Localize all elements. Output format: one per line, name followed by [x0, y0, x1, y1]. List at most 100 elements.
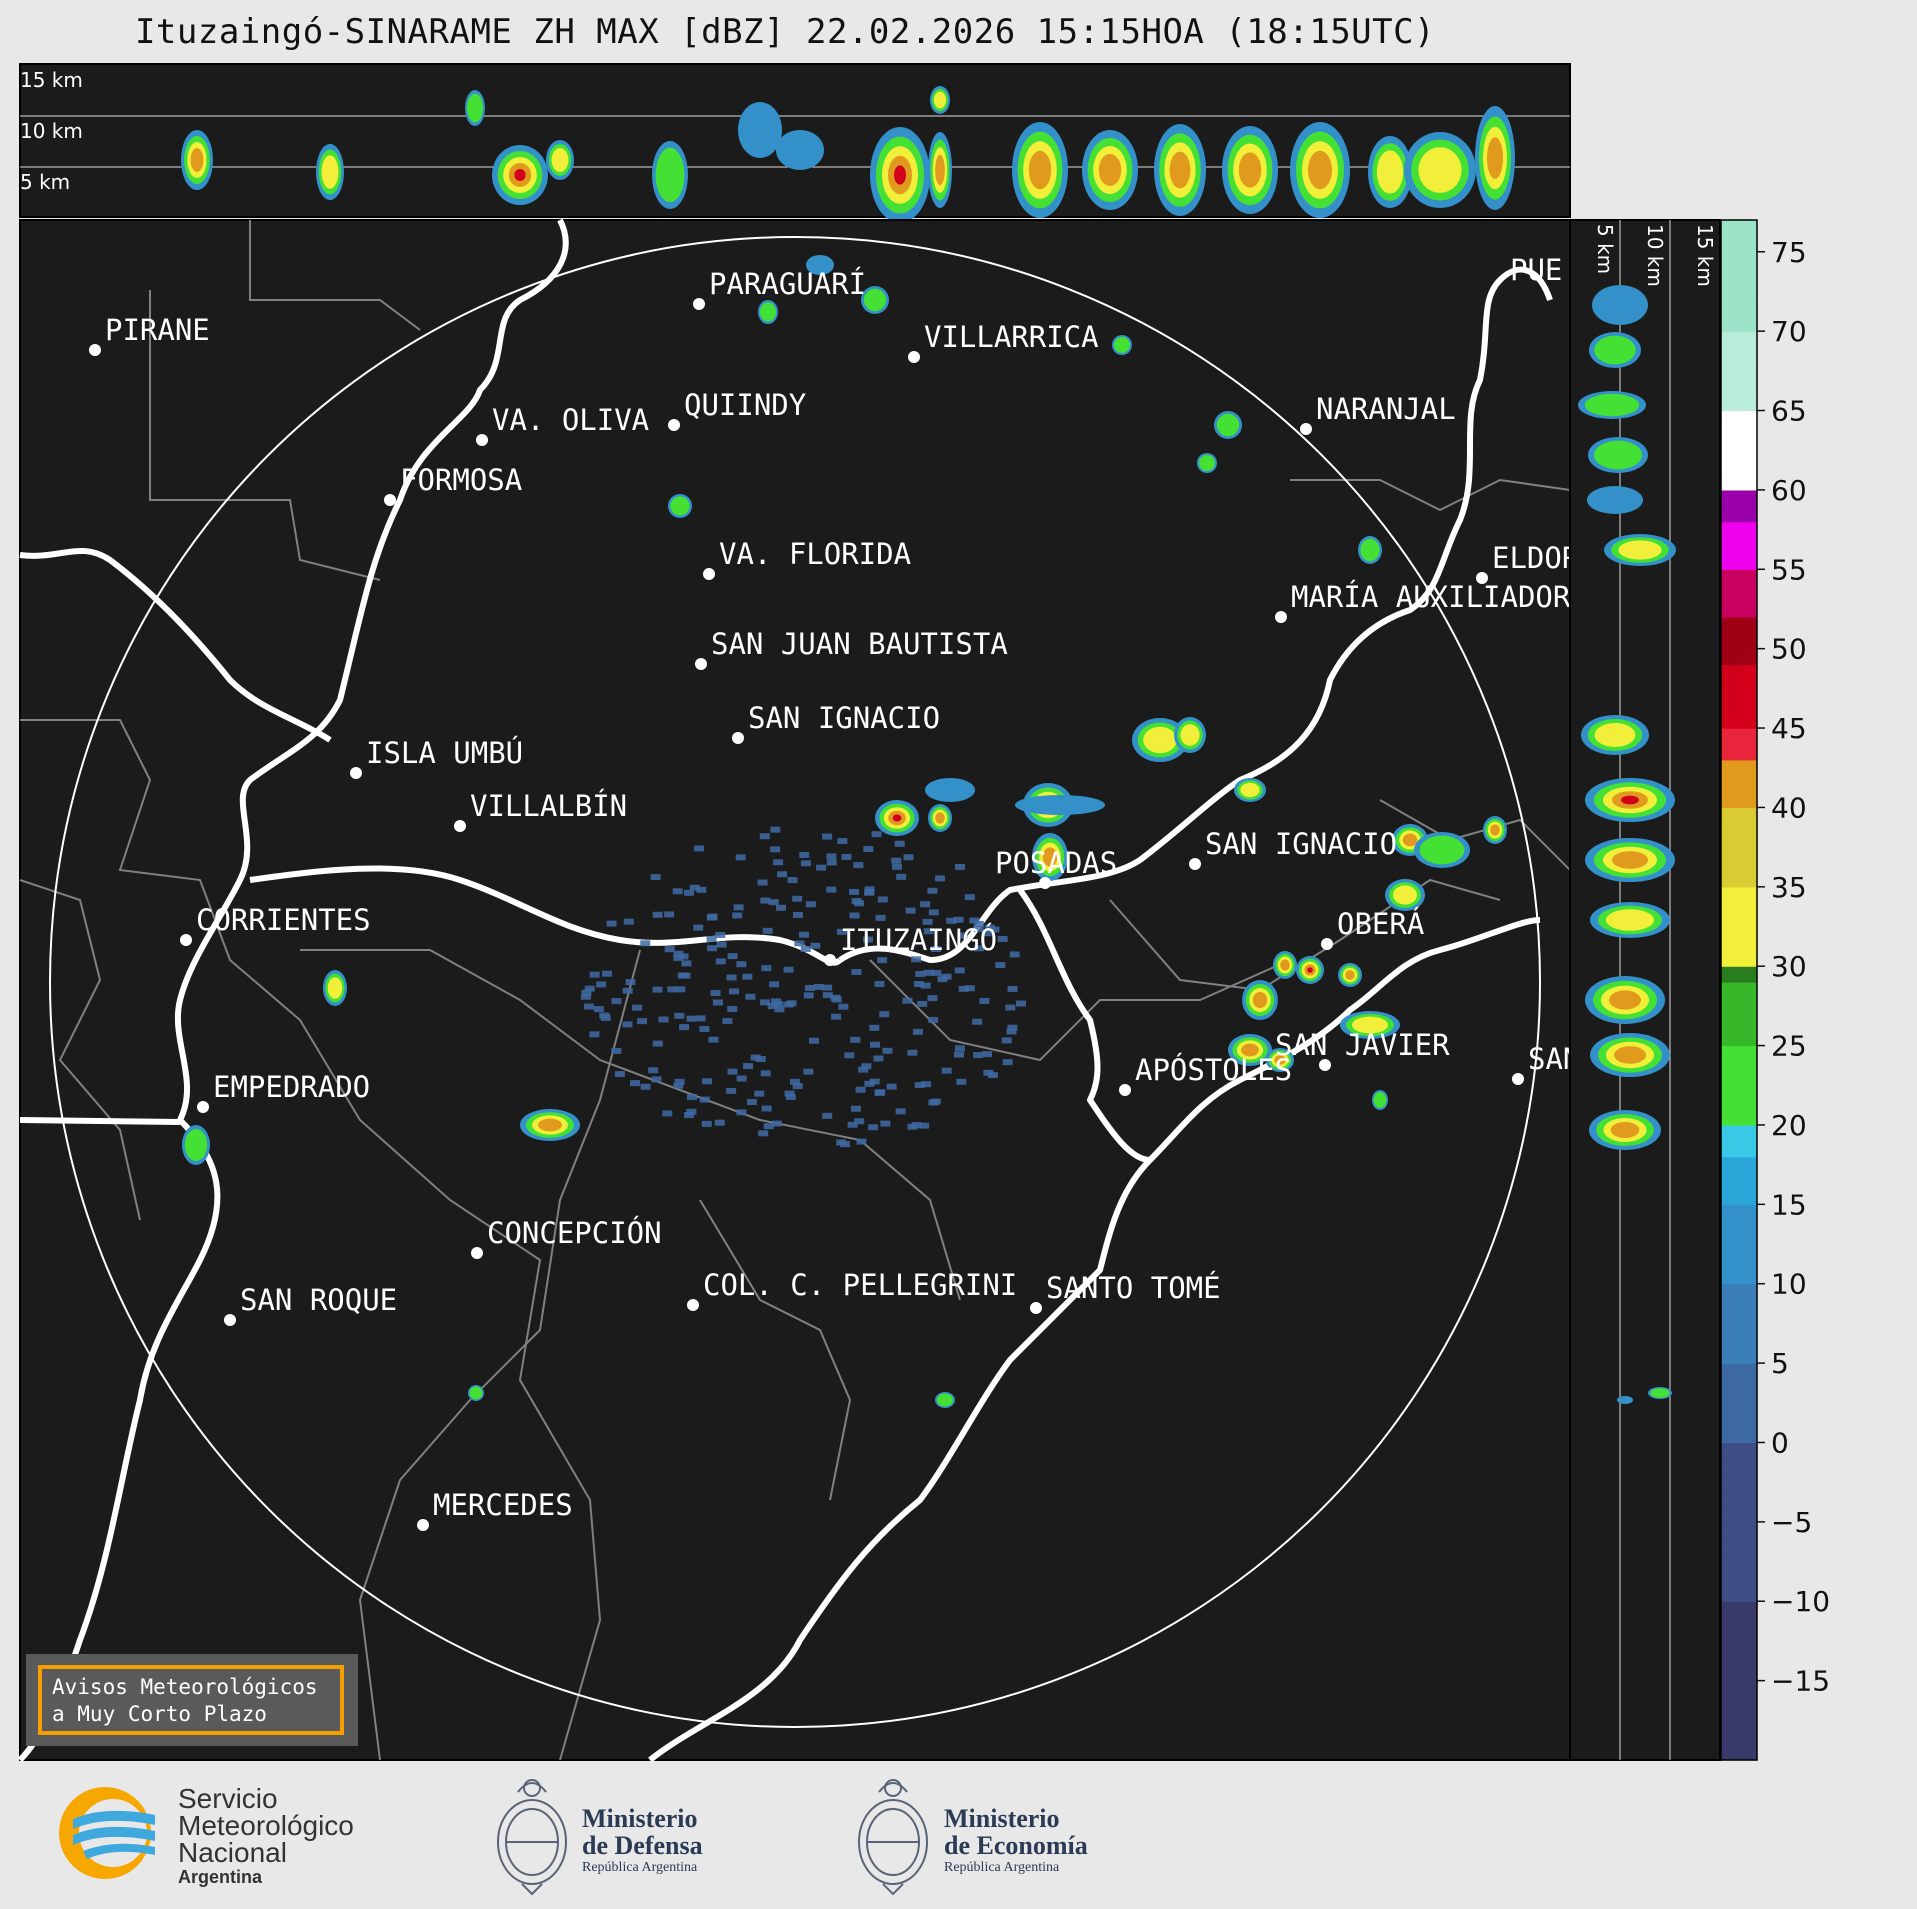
city-marker [908, 351, 920, 363]
echo-clutter [854, 1118, 865, 1125]
colorbar-tick-label: −15 [1771, 1665, 1830, 1698]
echo-clutter [785, 1093, 796, 1100]
colorbar-tick-label: 35 [1771, 871, 1807, 904]
echo-clutter [930, 945, 941, 952]
echo-clutter [773, 859, 784, 866]
echo-clutter [928, 1016, 939, 1023]
echo-clutter [727, 1006, 738, 1013]
colorbar-segment [1721, 442, 1757, 459]
echo-clutter [913, 981, 924, 988]
echo-clutter [630, 1080, 641, 1087]
echo-clutter [706, 935, 717, 942]
echo-blob [655, 147, 685, 203]
colorbar-segment [1721, 1474, 1757, 1491]
economia-logo-text: Ministerio de Economía República Argenti… [944, 1805, 1088, 1877]
echo-clutter [759, 999, 770, 1006]
echo-clutter [849, 888, 860, 895]
echo-clutter [891, 863, 902, 870]
echo-blob [1587, 486, 1643, 514]
echo-blob [1169, 151, 1191, 189]
city-marker [417, 1519, 429, 1531]
echo-blob [1393, 885, 1417, 905]
city-label: SAN JAVIER [1275, 1028, 1450, 1062]
echo-clutter [957, 932, 968, 939]
colorbar-tick-label: −5 [1771, 1506, 1812, 1539]
echo-clutter [761, 965, 772, 972]
city-marker [824, 954, 836, 966]
colorbar-segment [1721, 1426, 1757, 1444]
echo-clutter [987, 1072, 998, 1079]
echo-clutter [984, 924, 995, 931]
economia-line1: Ministerio [944, 1804, 1060, 1833]
echo-clutter [589, 971, 600, 978]
colorbar-segment [1721, 1664, 1757, 1682]
city-marker [1512, 1073, 1524, 1085]
colorbar-segment [1721, 1156, 1757, 1174]
colorbar-segment [1721, 1299, 1757, 1317]
colorbar-segment [1721, 1490, 1757, 1507]
echo-clutter [861, 1063, 872, 1070]
echo-clutter [800, 946, 811, 953]
echo-clutter [972, 1018, 983, 1025]
city-label: CORRIENTES [196, 903, 371, 937]
echo-clutter [760, 897, 771, 904]
colorbar-tick-label: 75 [1771, 236, 1807, 269]
colorbar-segment [1721, 1728, 1757, 1745]
echo-clutter [1006, 1028, 1017, 1035]
colorbar-segment [1721, 585, 1757, 602]
colorbar-segment [1721, 1505, 1757, 1523]
echo-clutter [696, 886, 707, 893]
echo-blob [1042, 847, 1058, 867]
city-label: EMPEDRADO [213, 1070, 370, 1104]
city-label: VA. OLIVA [492, 403, 649, 437]
echo-clutter [729, 988, 740, 995]
echo-blob [934, 91, 946, 109]
city-label: SAN IGNACIO [748, 701, 940, 735]
echo-clutter [850, 1105, 861, 1112]
echo-clutter [964, 985, 975, 992]
map-panel [19, 219, 1571, 1761]
echo-clutter [973, 920, 984, 927]
echo-clutter [956, 1078, 967, 1085]
colorbar-segment [1721, 1188, 1757, 1205]
colorbar-segment [1721, 1236, 1757, 1253]
city-label: PIRANE [105, 313, 210, 347]
city-marker [197, 1101, 209, 1113]
avisos-box-background [26, 1654, 358, 1746]
city-marker [224, 1314, 236, 1326]
echo-clutter [664, 946, 675, 953]
colorbar-segment [1721, 267, 1757, 285]
echo-blob [1308, 150, 1332, 190]
colorbar-segment [1721, 1680, 1757, 1698]
colorbar-segment [1721, 1093, 1757, 1110]
colorbar-segment [1721, 1617, 1757, 1634]
echo-blob [1612, 851, 1648, 869]
top-alt-label-10: 10 km [20, 119, 83, 143]
echo-clutter [584, 985, 595, 992]
echo-clutter [757, 879, 768, 886]
city-label: POSADAS [995, 846, 1117, 880]
echo-clutter [606, 920, 617, 927]
echo-clutter [907, 1049, 918, 1056]
colorbar-tick-label: 45 [1771, 712, 1807, 745]
colorbar-segment [1721, 601, 1757, 618]
city-marker [668, 419, 680, 431]
echo-blob [1352, 1016, 1388, 1034]
echo-clutter [882, 1047, 893, 1054]
colorbar-tick-label: 10 [1771, 1268, 1807, 1301]
echo-clutter [800, 860, 811, 867]
echo-clutter [722, 1018, 733, 1025]
side-alt-label-10: 10 km [1643, 224, 1667, 287]
city-label: VA. FLORIDA [719, 537, 911, 571]
colorbar-segment [1721, 1553, 1757, 1571]
colorbar-segment [1721, 394, 1757, 412]
echo-clutter [651, 1076, 662, 1083]
echo-blob [760, 302, 776, 322]
echo-clutter [640, 940, 651, 947]
echo-clutter [822, 992, 833, 999]
colorbar-segment [1721, 521, 1757, 539]
colorbar-segment [1721, 934, 1757, 951]
colorbar-tick-label: −10 [1771, 1585, 1830, 1618]
city-marker [1039, 877, 1051, 889]
